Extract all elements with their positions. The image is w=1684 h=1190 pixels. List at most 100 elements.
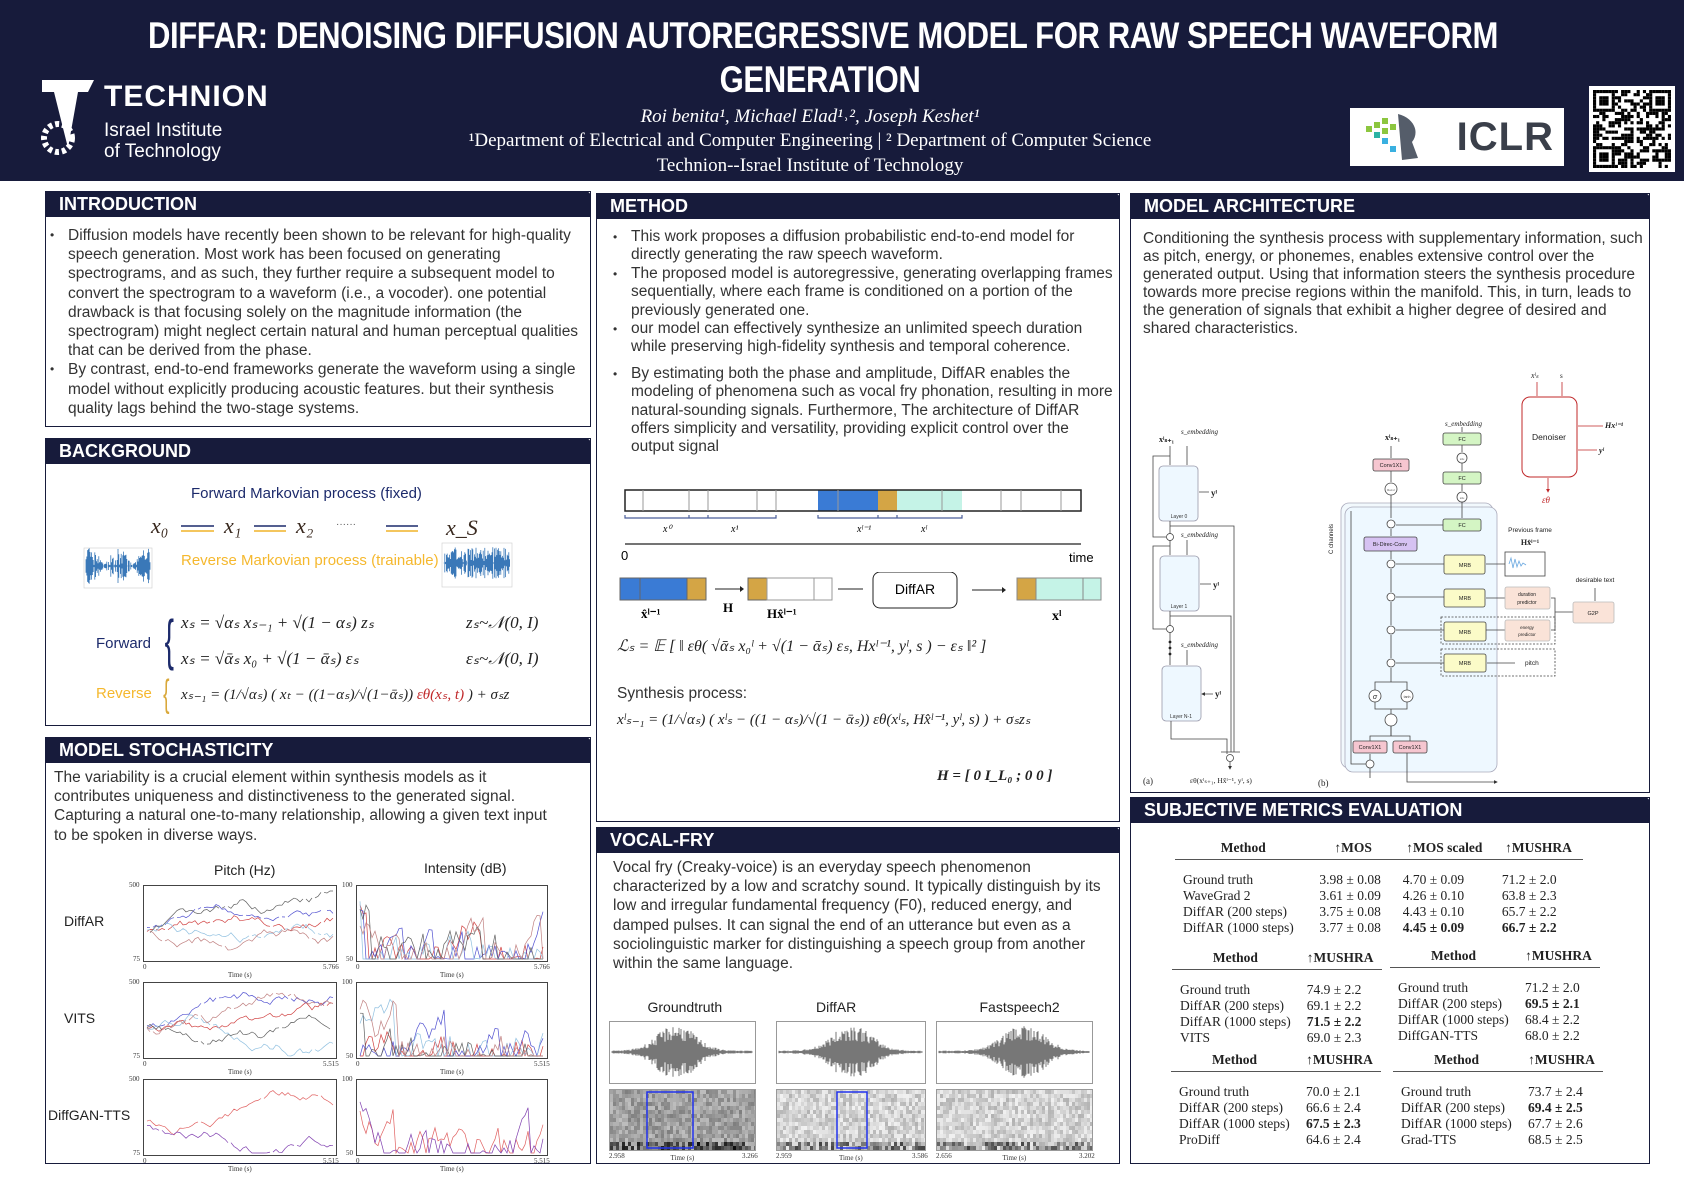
method-cell: DiffAR (200 steps)	[1398, 996, 1502, 1011]
score-cell: 3.98 ± 0.08	[1319, 872, 1381, 887]
score-cell: 66.7 ± 2.2	[1501, 920, 1557, 935]
y-tick-label: 100	[342, 881, 353, 889]
time-axis-zero: 0	[621, 548, 628, 563]
column-header: Method	[1175, 838, 1312, 860]
forward-equation-1: xₛ = √αₛ xₛ₋₁ + √(1 − αₛ) zₛ	[181, 613, 375, 632]
x-axis-label: Time (s)	[228, 1068, 252, 1076]
x-axis-label: Time (s)	[440, 1068, 464, 1076]
score-cell: 64.6 ± 2.4	[1306, 1132, 1361, 1147]
pitch-plot	[143, 885, 337, 962]
waveform	[778, 1027, 923, 1077]
technion-subtitle-2: of Technology	[104, 141, 221, 162]
score-cell: 69.4 ± 2.5	[1528, 1100, 1583, 1115]
method-cell: DiffAR (200 steps)	[1401, 1100, 1505, 1115]
method-cell: Ground truth	[1183, 872, 1254, 887]
autoregressive-pipeline: x̂ˡ⁻¹ H Hx̂ˡ⁻¹ DiffAR xˡ	[619, 572, 1102, 624]
series-line	[146, 1014, 334, 1057]
method-cell: DiffAR (200 steps)	[1179, 1100, 1283, 1115]
frame-label: xˡ⁻¹	[856, 524, 871, 535]
method-cell: Ground truth	[1180, 982, 1251, 997]
denoiser-output: εθ	[1542, 495, 1551, 505]
denoiser-label: Denoiser	[1532, 432, 1566, 442]
series-line	[359, 904, 543, 960]
forward-noise-1: zₛ~𝒩(0, I)	[466, 613, 539, 632]
iclr-emblem-icon	[1366, 114, 1418, 160]
x-tick-label: 5.515	[534, 1060, 550, 1068]
score-cell: 4.43 ± 0.10	[1402, 904, 1465, 919]
table-row: WaveGrad 2 3.61 ± 0.09 4.26 ± 0.10 63.8 ± 2…	[1175, 888, 1583, 904]
metrics-heading: SUBJECTIVE METRICS EVALUATION	[1130, 797, 1650, 823]
diagram-a-tag: (a)	[1143, 776, 1153, 786]
series-line	[359, 1101, 544, 1155]
spectrogram-plot	[936, 1089, 1096, 1151]
method-cell: VITS	[1180, 1030, 1210, 1045]
score-cell: 4.70 ± 0.09	[1402, 872, 1465, 887]
mrb-block: MRB	[1459, 596, 1472, 602]
desirable-text-label: desirable text	[1576, 577, 1615, 584]
score-cell: 67.5 ± 2.3	[1306, 1116, 1361, 1131]
technion-emblem-icon	[41, 80, 94, 155]
current-frame-segment	[897, 490, 962, 511]
score-cell: 63.8 ± 2.3	[1501, 888, 1557, 903]
silu-node: silu	[1460, 496, 1465, 500]
panel-title: Fastspeech2	[979, 999, 1060, 1015]
x-tick-label: 0	[143, 963, 147, 971]
diagram-a-input: xˡₛ₊₁	[1159, 435, 1175, 444]
score-cell: 71.2 ± 2.0	[1525, 980, 1580, 995]
vocal-fry-heading: VOCAL-FRY	[596, 827, 1120, 853]
bullet: our model can effectively synthesize an …	[611, 320, 1115, 357]
iclr-text: ICLR	[1456, 114, 1554, 159]
table-row: Grad-TTS 68.5 ± 2.5	[1393, 1132, 1603, 1148]
model-row-label: DiffGAN-TTS	[48, 1107, 131, 1123]
synthesis-label: Synthesis process:	[617, 685, 748, 702]
forward-brace: {	[164, 608, 175, 671]
diagram-b-input: xˡₛ₊₁	[1385, 433, 1401, 442]
affiliation-institute: Technion--Israel Institute of Technology	[656, 155, 964, 176]
output-frame-label: xˡ	[1052, 609, 1062, 624]
forward-equation-2: xₛ = √ᾱₛ x₀ + √(1 − ᾱₛ) εₛ	[181, 649, 359, 668]
cond-label: yˡ	[1213, 580, 1220, 590]
background-section: BACKGROUND Forward Markovian process (fi…	[45, 438, 591, 726]
table-row: Ground truth 70.0 ± 2.1	[1171, 1072, 1381, 1101]
table-row: DiffAR (200 steps) 69.5 ± 2.1	[1390, 996, 1600, 1012]
markov-chain-diagram: x₀ x₁ x₂ ······ x_S	[150, 513, 478, 540]
series-line	[359, 999, 543, 1057]
series-line	[359, 1109, 544, 1155]
score-cell: 3.75 ± 0.08	[1319, 904, 1381, 919]
score-cell: 69.1 ± 2.2	[1306, 998, 1362, 1013]
score-cell: 65.7 ± 2.2	[1501, 904, 1557, 919]
panel-title: Groundtruth	[647, 999, 723, 1015]
table-row: Ground truth 3.98 ± 0.08 4.70 ± 0.09 71.2 ±…	[1175, 860, 1583, 889]
pitch-column-title: Pitch (Hz)	[214, 862, 276, 878]
waveform	[85, 548, 151, 584]
panel-title: DiffAR	[816, 999, 857, 1015]
layer-label: Layer N-1	[1170, 714, 1192, 720]
method-section: METHOD This work proposes a diffusion pr…	[596, 193, 1120, 822]
model-row-label: DiffAR	[64, 913, 105, 929]
table-header-row: Method ↑MUSHRA	[1171, 1050, 1381, 1072]
bullet: By contrast, end-to-end frameworks gener…	[48, 360, 584, 418]
architecture-diagram: xˡₛ₊₁ s_embedding s_embedding s_embeddin…	[1143, 371, 1624, 788]
forward-label: Forward	[96, 635, 152, 652]
h-matrix: H = [ 0 I_L₀ ; 0 0 ]	[937, 768, 1053, 784]
bullet: This work proposes a diffusion probabili…	[611, 228, 1115, 265]
prev-frame-symbol: Hx̂ˡ⁻¹	[1521, 538, 1540, 547]
method-cell: DiffAR (1000 steps)	[1401, 1116, 1512, 1131]
method-cell: Grad-TTS	[1401, 1132, 1457, 1147]
score-cell: 3.77 ± 0.08	[1319, 920, 1381, 935]
y-tick-label: 100	[342, 1075, 353, 1083]
chain-state: x₂	[295, 513, 314, 538]
layer-label: Layer 0	[1171, 514, 1188, 520]
table-row: DiffAR (200 steps) 69.1 ± 2.2	[1172, 998, 1382, 1014]
method-cell: ProDiff	[1179, 1132, 1221, 1147]
energy-predictor: energy	[1520, 625, 1535, 630]
clean-waveform-plot	[83, 547, 153, 589]
architecture-section: MODEL ARCHITECTURE Conditioning the synt…	[1130, 193, 1650, 793]
energy-predictor: predictor	[1518, 632, 1536, 637]
x-tick-label: 0	[356, 1060, 360, 1068]
qr-code[interactable]	[1589, 86, 1675, 172]
series-line	[146, 992, 334, 1027]
mrb-block: MRB	[1459, 630, 1472, 636]
score-cell: 66.6 ± 2.4	[1306, 1100, 1361, 1115]
method-bullets: This work proposes a diffusion probabili…	[611, 228, 1115, 457]
